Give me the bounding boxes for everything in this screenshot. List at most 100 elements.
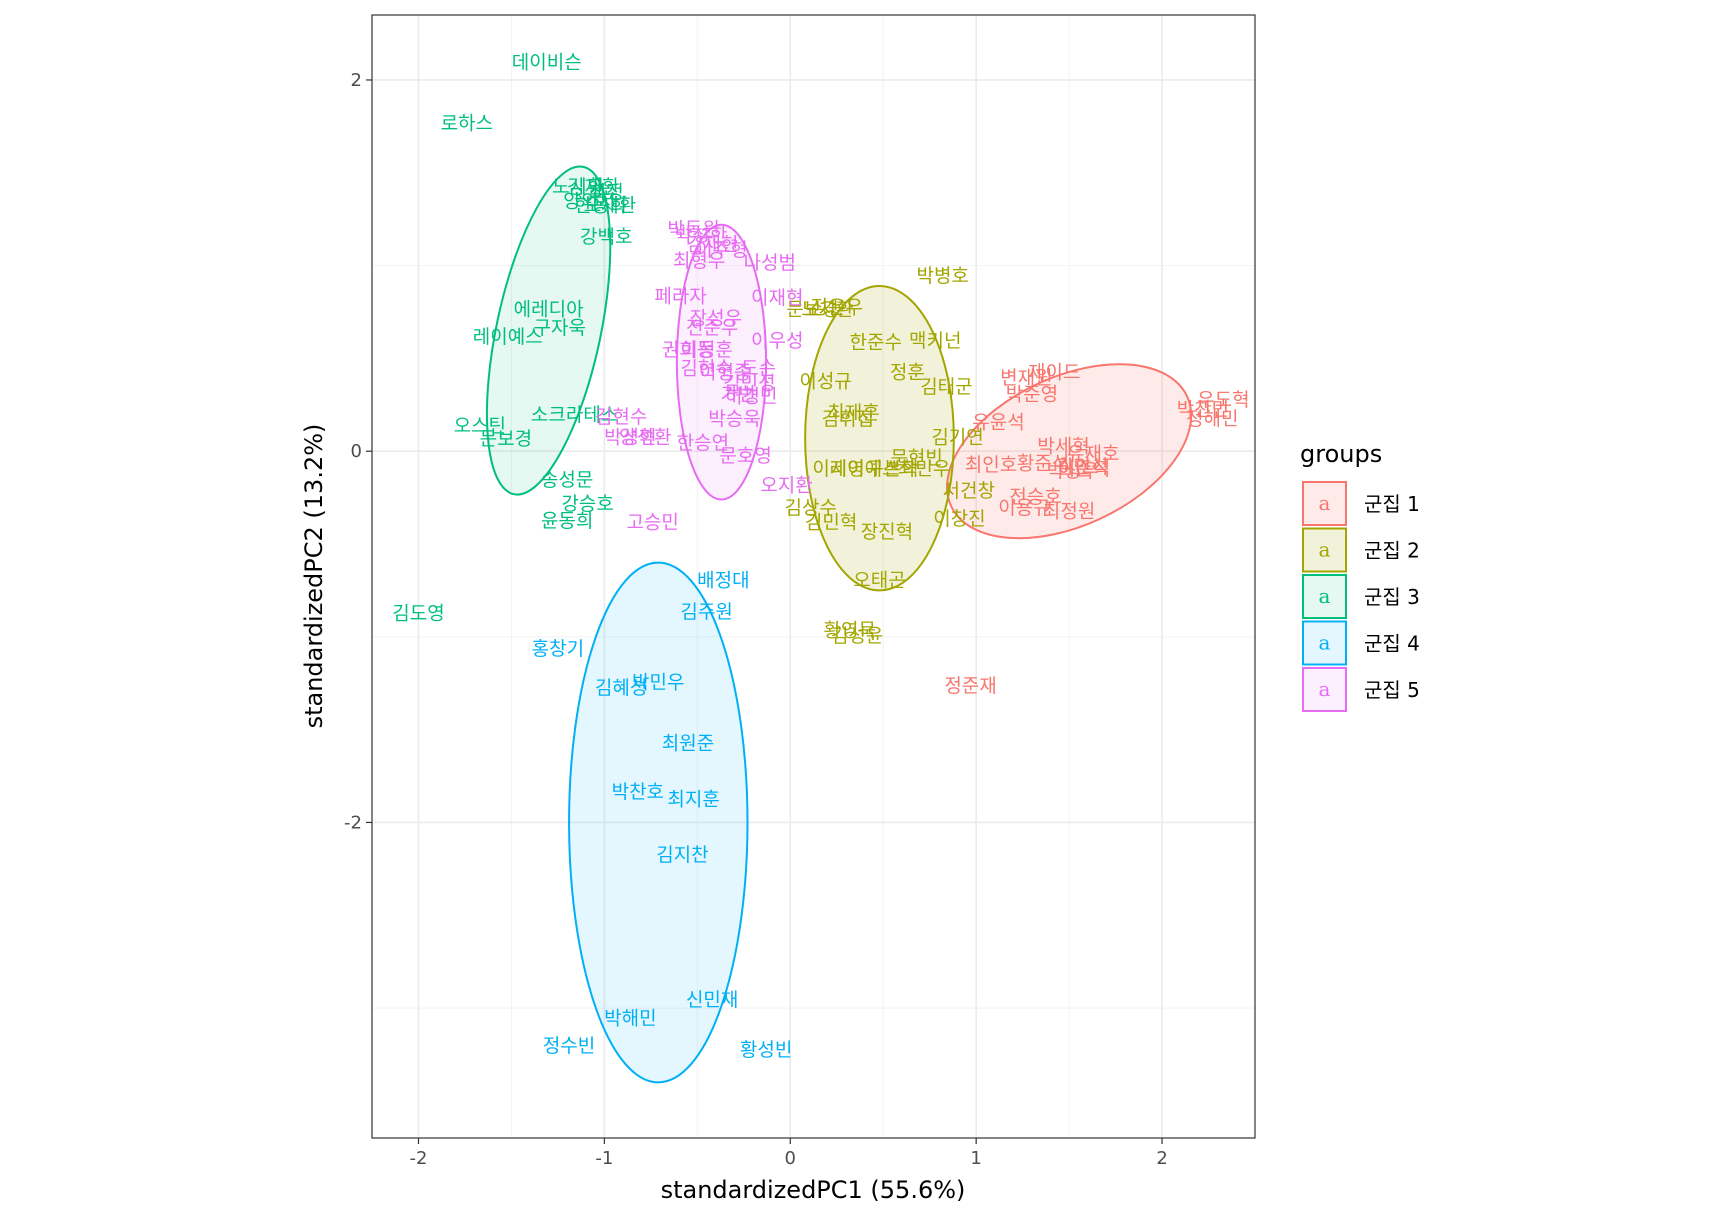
point-label: 구본혁 (866, 458, 918, 480)
point-label: 페라자 (654, 285, 706, 307)
legend-label-2: 군집 2 (1364, 539, 1420, 563)
point-label: 김도영 (392, 603, 444, 625)
point-label: 최원준 (662, 733, 714, 755)
point-label: 김민성 (723, 373, 775, 395)
point-label: 전승호 (1009, 486, 1061, 508)
cluster-ellipse-2 (804, 285, 955, 592)
point-label: 박찬호 (612, 781, 664, 803)
x-tick-label: 1 (970, 1148, 981, 1169)
point-label: 에레디아 (514, 298, 584, 320)
cluster-ellipse-5 (675, 223, 768, 501)
point-label: 이정훈 (680, 339, 732, 361)
point-label: 김재현 (686, 233, 738, 255)
point-label: 오태곤 (853, 569, 905, 591)
legend-key-3 (1302, 574, 1347, 619)
legend-key-glyph: a (1319, 491, 1331, 515)
point-label: 김민혁 (805, 512, 857, 534)
point-label: 장진혁 (861, 521, 913, 543)
point-label: 한승연 (677, 432, 729, 454)
point-label: 이형종 (699, 361, 751, 383)
point-label: 김재환 (567, 176, 619, 198)
point-label: 박민우 (632, 671, 684, 693)
x-axis-title: standardizedPC1 (55.6%) (661, 1176, 966, 1204)
point-label: 양의지 (563, 191, 615, 213)
point-label: 이준석 (1058, 458, 1110, 480)
point-label: 최정원 (1043, 501, 1095, 523)
point-label: 박해민 (604, 1007, 656, 1029)
point-label: 맥키넌 (909, 330, 961, 352)
legend-key-glyph: a (1319, 584, 1331, 608)
point-label: 박상우 (1047, 460, 1099, 482)
point-label: 황성빈 (740, 1039, 792, 1061)
point-label: 최재훈 (827, 402, 879, 424)
legend-key-1 (1302, 481, 1347, 526)
point-label: 강승호 (561, 493, 613, 515)
point-label: 강백호 (580, 226, 632, 248)
legend-key-5 (1302, 667, 1347, 712)
point-label: 김주원 (680, 601, 732, 623)
point-label: 정수빈 (543, 1035, 595, 1057)
point-label: 권희동 (662, 339, 714, 361)
point-label: 김혜성 (595, 677, 647, 699)
point-label: 양석환 (619, 426, 671, 448)
legend-key-glyph: a (1319, 677, 1331, 701)
point-label: 최정 (589, 181, 624, 203)
point-label: 서건창 (942, 480, 994, 502)
point-label: 변재원 (1000, 367, 1052, 389)
point-label: 김현수 (595, 406, 647, 428)
point-label: 로하스 (441, 113, 493, 135)
y-tick-label: -2 (344, 812, 362, 833)
point-label: 김지찬 (656, 844, 708, 866)
y-tick-label: 0 (351, 441, 362, 462)
y-tick-label: 2 (351, 70, 362, 91)
point-label: 한준수 (850, 332, 902, 354)
point-label: 오스틴 (454, 415, 506, 437)
legend-key-glyph: a (1319, 538, 1331, 562)
grid-major-lines (372, 15, 1255, 1138)
point-label: 박병호 (916, 265, 968, 287)
point-label: 윤동희 (541, 510, 593, 532)
point-label: 정해민 (1186, 408, 1238, 430)
legend-label-5: 군집 5 (1364, 678, 1420, 702)
point-label: 김민석 (1056, 456, 1108, 478)
point-label: 유윤석 (972, 412, 1024, 434)
point-label: 레이예스 (830, 458, 900, 480)
point-label: 박성현 (604, 426, 656, 448)
point-label: 우도혁 (1197, 389, 1249, 411)
y-axis-title: standardizedPC2 (13.2%) (300, 424, 328, 729)
point-label: 이성규 (799, 371, 851, 393)
point-label: 이용규 (998, 497, 1050, 519)
point-label: 김현수 (680, 358, 732, 380)
point-label: 문보경 (786, 298, 838, 320)
point-label: 소크라테스 (531, 404, 618, 426)
point-label: 제이드 (1028, 361, 1080, 383)
x-tick-label: -1 (595, 1148, 613, 1169)
point-label: 박성한 (675, 224, 727, 246)
point-label: 김상수 (784, 497, 836, 519)
x-tick-label: -2 (409, 1148, 427, 1169)
point-label: 신민재 (686, 989, 738, 1011)
point-label: 배정대 (697, 569, 749, 591)
point-label: 최민우 (898, 458, 950, 480)
point-label: 레이예스 (473, 326, 543, 348)
point-label: 이재현 (751, 287, 803, 309)
grid-minor-lines (372, 15, 1255, 1138)
point-label: 이주형 (695, 239, 747, 261)
legend-label-1: 군집 1 (1364, 492, 1420, 516)
point-label: 박동원 (667, 218, 719, 240)
point-label: 유재호 (1067, 443, 1119, 465)
cluster-ellipse-1 (946, 363, 1193, 540)
point-label: 구자욱 (534, 317, 586, 339)
point-label: 정훈 (890, 361, 925, 383)
point-label: 황영묵 (824, 619, 876, 641)
legend-label-4: 군집 4 (1364, 632, 1420, 656)
point-label: 송성문 (541, 469, 593, 491)
x-axis: -2 -1 0 1 2 (409, 1138, 1168, 1169)
cluster-ellipses (485, 165, 1193, 1084)
point-label: 김휘집 (822, 408, 874, 430)
point-label: 황준석 (1017, 452, 1069, 474)
y-axis: -2 0 2 (344, 70, 372, 833)
point-label: 오지환 (760, 475, 812, 497)
